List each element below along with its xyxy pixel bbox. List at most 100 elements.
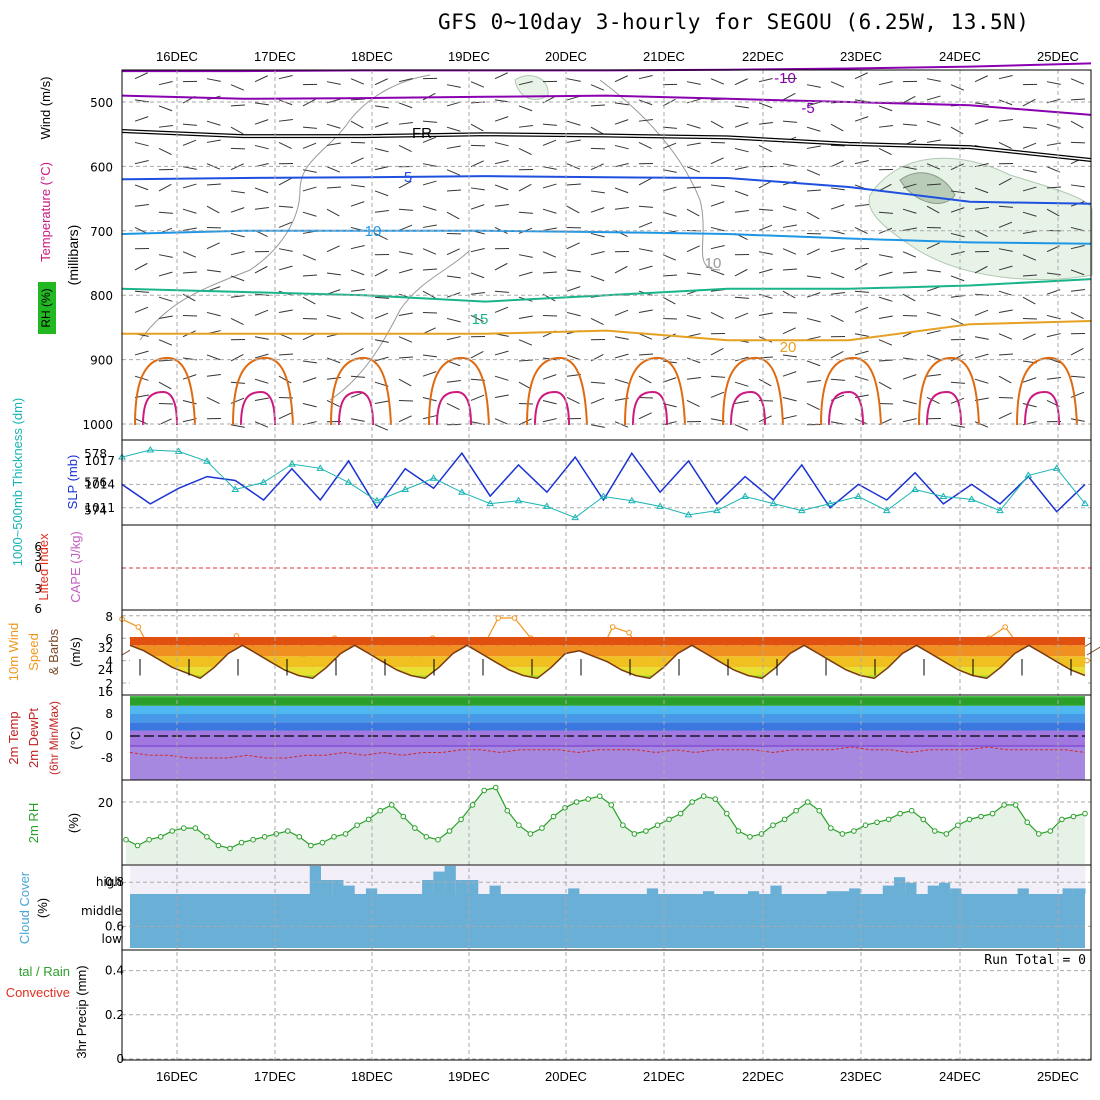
wind-barb bbox=[158, 183, 172, 192]
cloud-high-bar bbox=[646, 888, 659, 894]
wind-barb bbox=[830, 315, 844, 323]
rh-legend-swatch bbox=[38, 282, 56, 334]
wind-barb bbox=[566, 286, 581, 292]
wind-barb bbox=[638, 353, 654, 356]
y-axis-label: SLP (mb) bbox=[65, 455, 80, 510]
wind-barb bbox=[662, 274, 678, 277]
wind-barb bbox=[950, 232, 965, 238]
wind-barb bbox=[350, 120, 364, 129]
date-label-bottom: 20DEC bbox=[545, 1069, 587, 1084]
wind-barb bbox=[1070, 347, 1084, 356]
wind-barb bbox=[806, 275, 821, 279]
wind-barb bbox=[638, 412, 652, 420]
rh-point bbox=[435, 836, 441, 843]
wind-barb bbox=[974, 353, 989, 359]
wind-barb bbox=[446, 380, 461, 383]
wind-barb bbox=[206, 78, 221, 82]
wind-barb bbox=[254, 353, 269, 359]
wind-barb bbox=[542, 374, 557, 380]
wind-barb bbox=[590, 397, 605, 404]
wind-barb bbox=[398, 102, 413, 109]
wind-barb bbox=[326, 166, 341, 173]
wind-barb bbox=[902, 418, 917, 423]
temperature-contour-line bbox=[820, 356, 882, 426]
wind-barb bbox=[902, 123, 917, 126]
rh-point bbox=[423, 834, 430, 840]
wind-barb bbox=[854, 72, 868, 80]
wind-barb bbox=[206, 311, 221, 317]
wind-barb bbox=[950, 318, 964, 326]
rh-point bbox=[157, 834, 164, 840]
wind-barb bbox=[662, 254, 677, 261]
wind-barb bbox=[758, 121, 773, 125]
wind-barb bbox=[638, 333, 653, 340]
wind-barb bbox=[254, 293, 269, 296]
thickness-point bbox=[967, 495, 976, 502]
wind-barb bbox=[734, 147, 749, 153]
y-tick-label: 4 bbox=[105, 655, 113, 669]
rh-point bbox=[874, 819, 880, 826]
wind-barb bbox=[1070, 391, 1085, 398]
date-label-bottom: 19DEC bbox=[448, 1069, 490, 1084]
y-tick-label: 0.4 bbox=[105, 964, 124, 978]
wind-barb bbox=[758, 144, 772, 153]
wind-barb bbox=[566, 242, 580, 250]
wind-barb bbox=[254, 421, 269, 428]
wind-barb bbox=[422, 224, 437, 228]
wind-barb bbox=[542, 183, 557, 189]
cloud-high-bar bbox=[321, 880, 333, 894]
rh-point bbox=[643, 828, 649, 834]
wind-barb bbox=[830, 378, 845, 381]
wind-barb bbox=[230, 190, 245, 194]
cloud-high-bg bbox=[658, 866, 670, 894]
y-tick-label: 8 bbox=[105, 707, 113, 721]
cloud-high-bg bbox=[231, 866, 243, 894]
wind-barb bbox=[446, 189, 462, 192]
cloud-high-bg bbox=[287, 866, 300, 894]
cloud-level-label: middle bbox=[81, 904, 122, 918]
wind-barb bbox=[734, 312, 749, 319]
wind-barb bbox=[878, 81, 893, 86]
wind-barb bbox=[1022, 296, 1036, 305]
wind-barb bbox=[446, 145, 461, 149]
wind-barb bbox=[374, 424, 389, 431]
rh-point bbox=[1024, 819, 1031, 826]
wind-barb bbox=[998, 265, 1013, 271]
rh-shading bbox=[899, 172, 956, 204]
wind-barb bbox=[854, 203, 869, 207]
wind-barb bbox=[422, 180, 437, 186]
wind-barb bbox=[902, 166, 917, 170]
wind-barb bbox=[566, 205, 580, 214]
wind-barb bbox=[1022, 274, 1038, 277]
wind-barb bbox=[278, 177, 292, 186]
cloud-high-bar bbox=[837, 891, 850, 894]
y-tick-label: 6 bbox=[105, 632, 113, 646]
wind-barb bbox=[854, 375, 869, 381]
wind-barb bbox=[278, 265, 293, 271]
wind-barb bbox=[398, 144, 412, 153]
rh-point bbox=[1082, 810, 1088, 817]
wind-barb bbox=[950, 381, 965, 384]
rh-point bbox=[735, 828, 742, 834]
wind-barb bbox=[158, 211, 173, 214]
wind-barb bbox=[566, 183, 582, 186]
wind-barb bbox=[782, 327, 796, 335]
cloud-high-bg bbox=[556, 866, 569, 894]
cloud-high-bg bbox=[523, 866, 535, 894]
cloud-high-bg bbox=[489, 866, 502, 894]
wind-barb bbox=[446, 403, 460, 411]
wind-barb bbox=[710, 226, 725, 232]
rh-point bbox=[562, 805, 568, 811]
wind-barb bbox=[806, 336, 821, 341]
rh-contour bbox=[139, 74, 431, 341]
wind-barb bbox=[638, 141, 652, 150]
rh-point bbox=[631, 831, 638, 837]
cloud-high-bar bbox=[1062, 888, 1075, 894]
rh-point bbox=[204, 834, 210, 840]
wind-barb bbox=[278, 412, 292, 420]
wind-barb bbox=[230, 424, 245, 428]
cloud-high-bg bbox=[1017, 866, 1030, 894]
rh-point bbox=[1059, 816, 1065, 823]
wind-barb bbox=[662, 296, 676, 305]
wind-barb bbox=[374, 296, 389, 299]
